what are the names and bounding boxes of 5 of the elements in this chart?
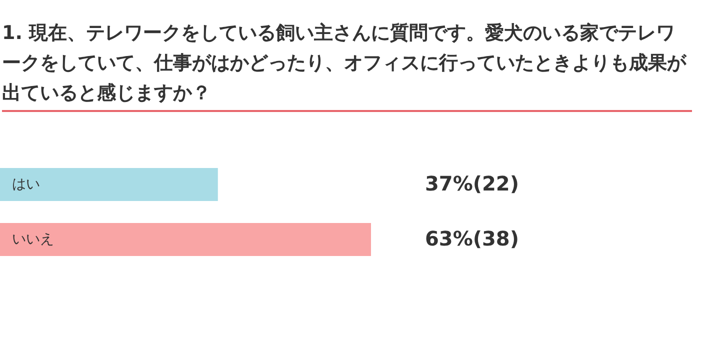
data-label: 63%(38)	[425, 226, 519, 250]
y-tick-label: いいえ	[12, 232, 54, 248]
y-tick-label: はい	[12, 176, 40, 192]
chart-title: 1. 現在、テレワークをしている飼い主さんに質問です。愛犬のいる家でテレワークをしていて、仕事がはかどったり、オフィスに行っていたときよりも成果が出ていると感じますか？	[2, 18, 692, 112]
data-label: 37%(22)	[425, 172, 519, 196]
